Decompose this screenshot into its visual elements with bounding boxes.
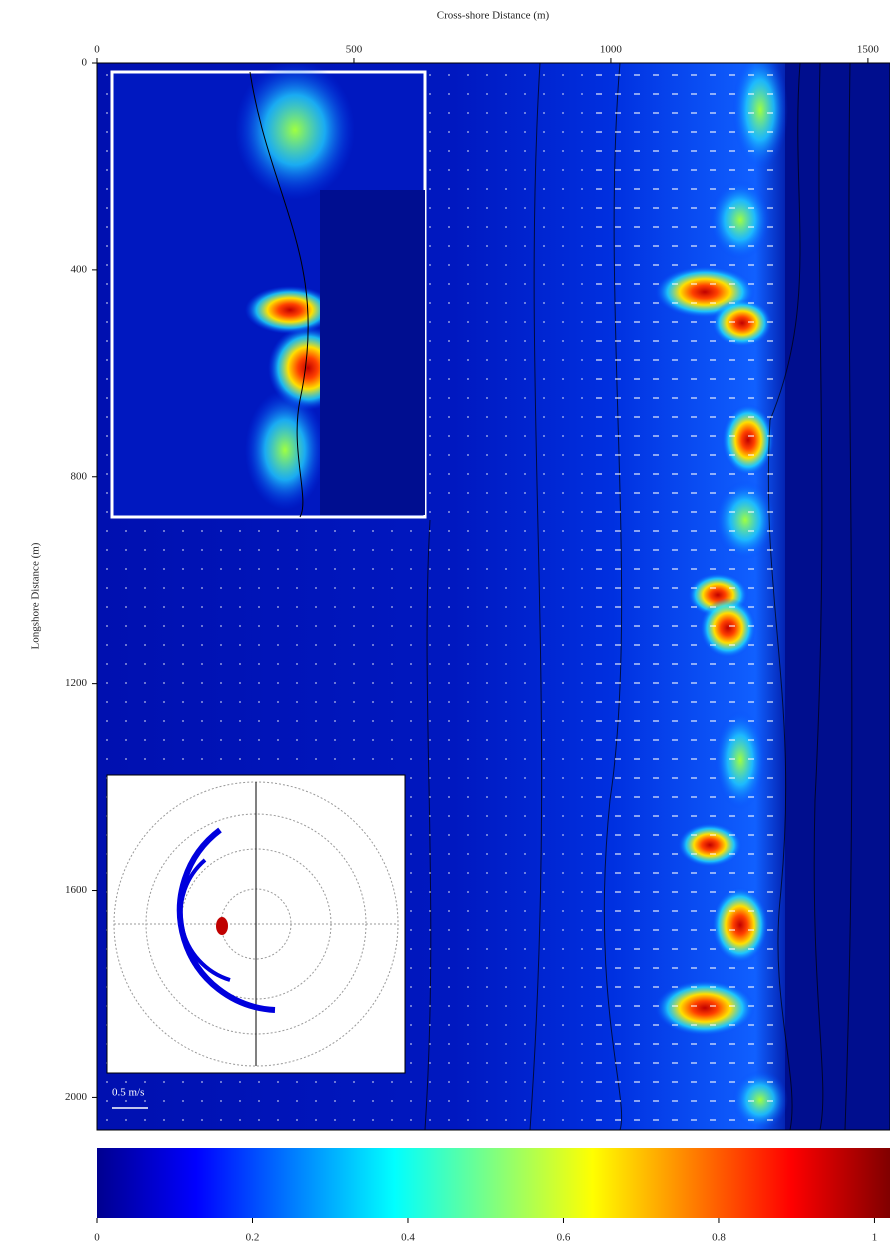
colorbar-tick-label: 0.8 [712,1232,726,1244]
colorbar-tick-label: 0 [94,1232,100,1244]
x-axis-label: Cross-shore Distance (m) [437,10,550,22]
y-tick-label: 400 [71,263,88,275]
y-tick-label: 800 [71,470,88,482]
y-tick-label: 1600 [65,884,88,896]
plot-frame [96,62,890,1131]
shore-region [785,63,890,1130]
x-tick-label: 1500 [857,44,880,56]
x-tick-label: 1000 [600,44,623,56]
plot-area: 0.5 m/s [97,63,890,1130]
x-tick-label: 500 [346,44,363,56]
axes: 0 500 1000 1500 0 400 800 1200 1600 2000 [65,44,890,1131]
inset-polar [106,774,406,1074]
y-tick-label: 2000 [65,1091,88,1103]
y-axis-label: Longshore Distance (m) [30,542,42,649]
colorbar-tick-label: 0.2 [246,1232,260,1244]
y-tick-label: 1200 [65,677,88,689]
y-tick-label: 0 [82,57,88,69]
colorbar-tick-label: 0.6 [557,1232,571,1244]
colorbar-tick-label: 0.4 [401,1232,415,1244]
colorbar [97,1148,890,1218]
scale-label: 0.5 m/s [112,1087,144,1099]
colorbar-tick-label: 1 [872,1232,878,1244]
inset-zoom [110,63,427,519]
x-tick-label: 0 [94,44,100,56]
